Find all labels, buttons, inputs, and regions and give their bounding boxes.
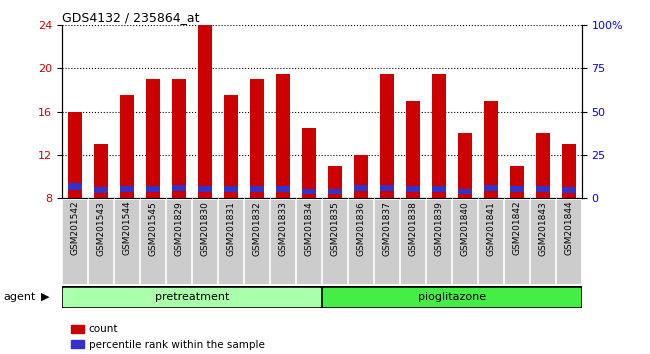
- Text: ▶: ▶: [41, 292, 49, 302]
- Bar: [354, 185, 368, 191]
- Bar: [354, 155, 368, 198]
- FancyBboxPatch shape: [426, 199, 451, 284]
- Bar: [510, 186, 524, 192]
- FancyBboxPatch shape: [88, 199, 113, 284]
- Bar: [198, 25, 212, 198]
- Text: GSM201844: GSM201844: [564, 201, 573, 256]
- Bar: [328, 166, 342, 198]
- FancyBboxPatch shape: [270, 199, 295, 284]
- FancyBboxPatch shape: [322, 199, 347, 284]
- Bar: [224, 186, 238, 192]
- Bar: [562, 187, 576, 193]
- Bar: [328, 189, 342, 194]
- FancyBboxPatch shape: [296, 199, 321, 284]
- FancyBboxPatch shape: [556, 199, 581, 284]
- FancyBboxPatch shape: [114, 199, 139, 284]
- FancyBboxPatch shape: [192, 199, 217, 284]
- Text: GSM201544: GSM201544: [122, 201, 131, 256]
- Bar: [432, 74, 446, 198]
- Bar: [432, 186, 446, 192]
- Bar: [380, 185, 394, 191]
- Bar: [68, 183, 82, 190]
- Text: pretreatment: pretreatment: [155, 292, 229, 302]
- Bar: [68, 112, 82, 198]
- Bar: [458, 133, 472, 198]
- FancyBboxPatch shape: [218, 199, 243, 284]
- Bar: [536, 186, 550, 192]
- Bar: [94, 187, 108, 193]
- Bar: [510, 166, 524, 198]
- Text: agent: agent: [3, 292, 36, 302]
- Text: GSM201837: GSM201837: [382, 201, 391, 256]
- Text: GSM201842: GSM201842: [512, 201, 521, 256]
- Bar: [484, 101, 498, 198]
- Bar: [146, 186, 160, 192]
- FancyBboxPatch shape: [400, 199, 425, 284]
- FancyBboxPatch shape: [478, 199, 503, 284]
- Text: GSM201834: GSM201834: [304, 201, 313, 256]
- Bar: [562, 144, 576, 198]
- Bar: [302, 128, 316, 198]
- Text: GSM201831: GSM201831: [226, 201, 235, 256]
- Text: GDS4132 / 235864_at: GDS4132 / 235864_at: [62, 11, 200, 24]
- Bar: [63, 288, 320, 306]
- Text: GSM201542: GSM201542: [70, 201, 79, 256]
- Text: GSM201843: GSM201843: [538, 201, 547, 256]
- Bar: [224, 95, 238, 198]
- Bar: [172, 79, 186, 198]
- Text: GSM201841: GSM201841: [486, 201, 495, 256]
- Bar: [484, 185, 498, 191]
- FancyBboxPatch shape: [452, 199, 477, 284]
- Bar: [120, 95, 134, 198]
- Text: GSM201543: GSM201543: [96, 201, 105, 256]
- Legend: count, percentile rank within the sample: count, percentile rank within the sample: [67, 320, 269, 354]
- FancyBboxPatch shape: [504, 199, 529, 284]
- Bar: [276, 186, 290, 192]
- Bar: [250, 79, 264, 198]
- Text: GSM201833: GSM201833: [278, 201, 287, 256]
- Bar: [406, 186, 420, 192]
- Bar: [250, 186, 264, 192]
- Bar: [302, 189, 316, 194]
- FancyBboxPatch shape: [348, 199, 373, 284]
- Bar: [172, 185, 186, 191]
- Bar: [406, 101, 420, 198]
- FancyBboxPatch shape: [140, 199, 165, 284]
- Text: GSM201832: GSM201832: [252, 201, 261, 256]
- Text: GSM201838: GSM201838: [408, 201, 417, 256]
- Text: GSM201840: GSM201840: [460, 201, 469, 256]
- FancyBboxPatch shape: [166, 199, 191, 284]
- Bar: [120, 186, 134, 192]
- FancyBboxPatch shape: [530, 199, 555, 284]
- Bar: [146, 79, 160, 198]
- Text: GSM201839: GSM201839: [434, 201, 443, 256]
- FancyBboxPatch shape: [244, 199, 269, 284]
- Text: GSM201830: GSM201830: [200, 201, 209, 256]
- FancyBboxPatch shape: [62, 199, 87, 284]
- Bar: [536, 133, 550, 198]
- Bar: [198, 186, 212, 192]
- Text: GSM201835: GSM201835: [330, 201, 339, 256]
- Bar: [94, 144, 108, 198]
- Text: GSM201836: GSM201836: [356, 201, 365, 256]
- Bar: [276, 74, 290, 198]
- Text: GSM201545: GSM201545: [148, 201, 157, 256]
- FancyBboxPatch shape: [374, 199, 399, 284]
- Bar: [323, 288, 580, 306]
- Text: GSM201829: GSM201829: [174, 201, 183, 256]
- Bar: [458, 189, 472, 194]
- Text: pioglitazone: pioglitazone: [418, 292, 486, 302]
- Bar: [380, 74, 394, 198]
